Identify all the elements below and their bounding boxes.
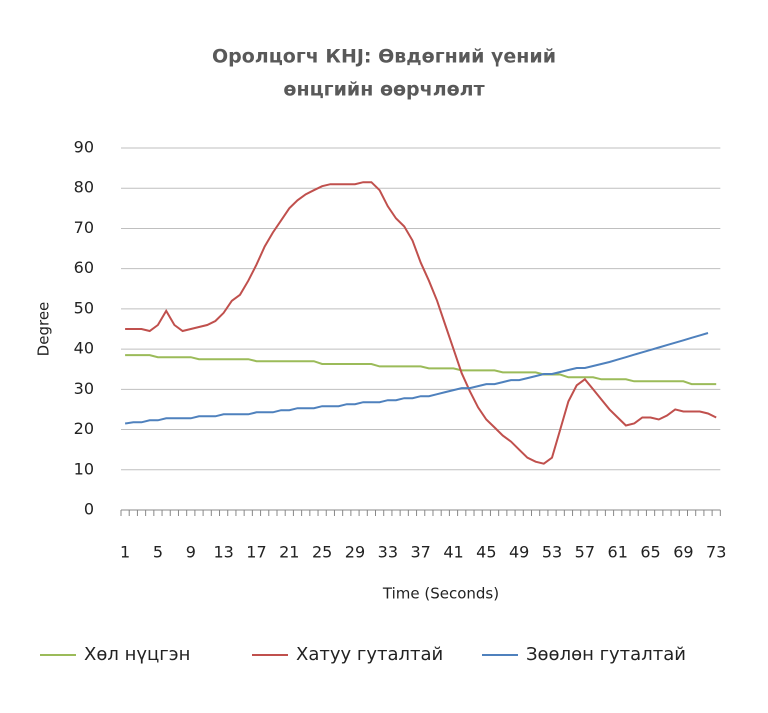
x-tick-label: 61 — [608, 543, 628, 562]
chart-title: өнцгийн өөрчлөлт — [283, 79, 484, 101]
legend-label: Хөл нүцгэн — [84, 644, 190, 665]
y-tick-label: 0 — [84, 500, 94, 519]
x-tick-label: 9 — [186, 543, 196, 562]
y-tick-label: 40 — [74, 339, 94, 358]
legend-label: Зөөлөн гуталтай — [526, 644, 686, 665]
y-tick-label: 70 — [74, 218, 94, 237]
x-tick-label: 45 — [476, 543, 496, 562]
x-tick-label: 25 — [312, 543, 332, 562]
x-tick-label: 49 — [509, 543, 529, 562]
x-tick-label: 65 — [640, 543, 660, 562]
x-tick-label: 33 — [378, 543, 398, 562]
y-tick-label: 10 — [74, 459, 94, 478]
x-axis-label: Time (Seconds) — [382, 585, 499, 603]
x-tick-label: 17 — [246, 543, 266, 562]
series-line — [125, 181, 717, 465]
x-tick-label: 1 — [120, 543, 130, 562]
y-tick-label: 50 — [74, 298, 94, 317]
y-tick-label: 60 — [74, 258, 94, 277]
x-tick-label: 53 — [542, 543, 562, 562]
x-tick-label: 13 — [213, 543, 233, 562]
y-tick-label: 20 — [74, 419, 94, 438]
x-tick-label: 5 — [153, 543, 163, 562]
x-tick-label: 37 — [410, 543, 430, 562]
x-tick-label: 29 — [345, 543, 365, 562]
y-axis-label: Degree — [35, 302, 53, 357]
x-tick-label: 69 — [673, 543, 693, 562]
chart-title: Оролцогч КНJ: Өвдөгний үений — [212, 46, 556, 68]
y-tick-label: 30 — [74, 379, 94, 398]
x-tick-label: 41 — [443, 543, 463, 562]
x-tick-label: 57 — [575, 543, 595, 562]
y-tick-label: 90 — [74, 138, 94, 157]
series-line — [124, 332, 709, 425]
x-tick-label: 21 — [279, 543, 299, 562]
x-tick-label: 73 — [706, 543, 726, 562]
y-tick-label: 80 — [74, 178, 94, 197]
series-line — [125, 354, 717, 386]
legend-label: Хатуу гуталтай — [296, 644, 443, 665]
